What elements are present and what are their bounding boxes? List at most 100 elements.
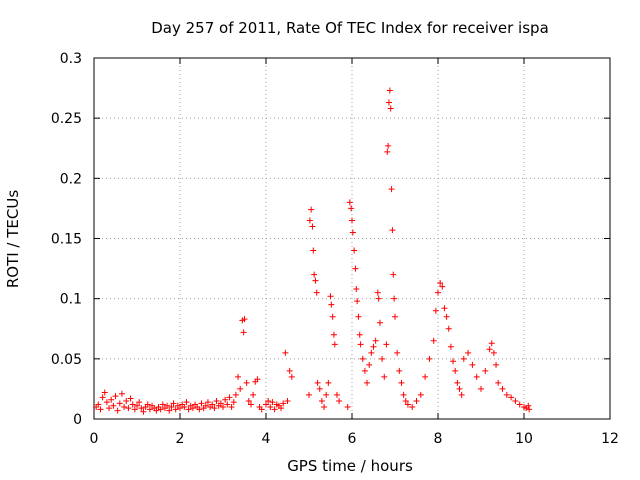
data-point [106,405,113,412]
data-point [316,385,323,392]
data-point [413,397,420,404]
data-point [267,403,274,410]
data-point [352,265,359,272]
y-tick-label: 0 [73,412,82,428]
data-point [353,286,360,293]
data-point [354,298,361,305]
data-point [441,305,448,312]
data-point [127,395,134,402]
data-point [361,367,368,374]
data-point [379,355,386,362]
data-point [198,400,205,407]
data-point [271,406,278,413]
data-point [456,385,463,392]
data-point [123,397,130,404]
x-tick-label: 12 [601,431,619,447]
data-point [526,406,533,413]
data-point [375,295,382,302]
data-point [349,229,356,236]
data-point [245,397,252,404]
data-point [493,361,500,368]
y-axis-label: ROTI / TECUs [4,190,22,288]
data-points [93,87,533,415]
data-point [172,406,179,413]
data-point [314,379,321,386]
data-point [323,391,330,398]
data-point [95,401,102,408]
data-point [478,385,484,392]
data-point [366,361,373,368]
data-point [499,385,506,392]
data-point [400,391,407,398]
y-tick-label: 0.05 [51,352,82,368]
x-tick-label: 10 [515,431,533,447]
data-point [349,217,355,224]
data-point [447,343,454,350]
data-point [432,307,439,314]
data-point [228,403,235,410]
data-point [364,379,371,386]
data-point [404,401,411,408]
data-point [368,349,375,356]
data-point [269,399,276,406]
data-point [330,331,337,338]
data-point [490,349,497,356]
data-point [454,379,461,386]
data-point [473,373,480,380]
x-tick-label: 0 [90,431,99,447]
data-point [355,313,362,320]
y-tick-label: 0.3 [60,51,82,67]
data-point [331,341,338,348]
data-point [312,277,319,284]
data-point [112,393,119,400]
data-point [235,373,242,380]
x-tick-label: 2 [176,431,185,447]
data-point [465,349,472,356]
data-point [450,358,457,365]
y-tick-label: 0.2 [60,171,82,187]
data-point [417,391,424,398]
data-point [183,399,190,406]
data-point [196,406,203,413]
data-point [329,313,336,320]
data-point [391,295,398,302]
data-point [146,406,153,413]
y-tick-label: 0.25 [51,111,82,127]
data-point [144,401,151,408]
data-point [469,361,476,368]
data-point [241,316,248,323]
data-point [328,301,335,308]
x-tick-labels: 0 2 4 6 8 10 12 [90,431,619,447]
data-point [372,337,379,344]
x-tick-label: 4 [262,431,271,447]
data-point [488,340,495,347]
chart-title: Day 257 of 2011, Rate Of TEC Index for r… [151,19,549,37]
data-point [389,227,396,234]
data-point [101,389,108,396]
x-tick-label: 6 [348,431,357,447]
data-point [286,367,293,374]
data-point [129,401,136,408]
grid-lines [94,58,610,419]
data-point [398,379,405,386]
data-point [430,337,437,344]
data-point [265,397,272,404]
data-point [99,394,106,401]
data-point [240,329,247,336]
data-point [325,379,332,386]
data-point [153,407,160,414]
data-point [356,331,363,338]
data-point [370,343,377,350]
data-point [140,408,147,415]
data-point [159,401,166,408]
data-point [486,346,493,353]
data-point [254,376,261,383]
data-point [131,406,138,413]
data-point [318,397,325,404]
data-point [376,319,383,326]
y-tick-label: 0.15 [51,232,82,248]
data-point [311,271,318,278]
data-point [237,385,244,392]
data-point [258,406,265,413]
data-point [177,405,183,412]
